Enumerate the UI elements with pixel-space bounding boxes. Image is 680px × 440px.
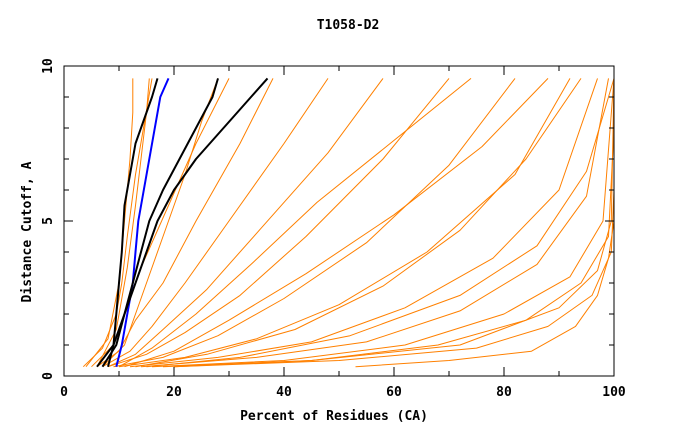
series-line-bulk-4 bbox=[102, 78, 329, 368]
series-line-bulk-18 bbox=[102, 78, 219, 368]
x-tick-label: 80 bbox=[496, 385, 512, 400]
series-line-bulk-17 bbox=[124, 78, 549, 368]
x-tick-label: 40 bbox=[276, 385, 292, 400]
series-line-bulk-10 bbox=[140, 78, 609, 368]
series-line-highlight_black-24 bbox=[96, 77, 269, 368]
series-line-bulk-14 bbox=[355, 220, 615, 368]
series-line-bulk-11 bbox=[151, 78, 615, 368]
series-line-bulk-7 bbox=[113, 78, 516, 368]
x-tick-label: 60 bbox=[386, 385, 402, 400]
series-line-highlight_black-23 bbox=[101, 78, 219, 368]
x-tick-label: 100 bbox=[602, 385, 626, 400]
y-tick-label: 0 bbox=[41, 372, 56, 380]
series-line-bulk-0 bbox=[82, 78, 153, 368]
series-line-bulk-9 bbox=[129, 78, 598, 368]
y-tick-label: 10 bbox=[41, 58, 56, 74]
series-line-bulk-19 bbox=[118, 78, 472, 368]
x-tick-label: 20 bbox=[166, 385, 182, 400]
series-layer bbox=[82, 77, 615, 368]
x-tick-label: 0 bbox=[60, 385, 68, 400]
series-line-bulk-21 bbox=[135, 78, 582, 368]
x-axis-label: Percent of Residues (CA) bbox=[240, 409, 428, 424]
chart-title: T1058-D2 bbox=[317, 18, 380, 33]
y-tick-label: 5 bbox=[41, 217, 56, 225]
series-line-highlight_black-22 bbox=[107, 78, 159, 367]
series-line-bulk-16 bbox=[146, 78, 615, 368]
series-line-bulk-8 bbox=[118, 78, 571, 368]
series-line-bulk-6 bbox=[107, 78, 450, 368]
series-line-bulk-3 bbox=[96, 78, 274, 368]
series-line-bulk-12 bbox=[162, 127, 615, 368]
tick-layer: 0 20 40 60 80 100 0 5 10 bbox=[41, 58, 626, 400]
series-line-highlight_blue-25 bbox=[115, 77, 170, 367]
y-axis-label: Distance Cutoff, A bbox=[20, 161, 35, 302]
series-line-bulk-5 bbox=[107, 78, 384, 368]
